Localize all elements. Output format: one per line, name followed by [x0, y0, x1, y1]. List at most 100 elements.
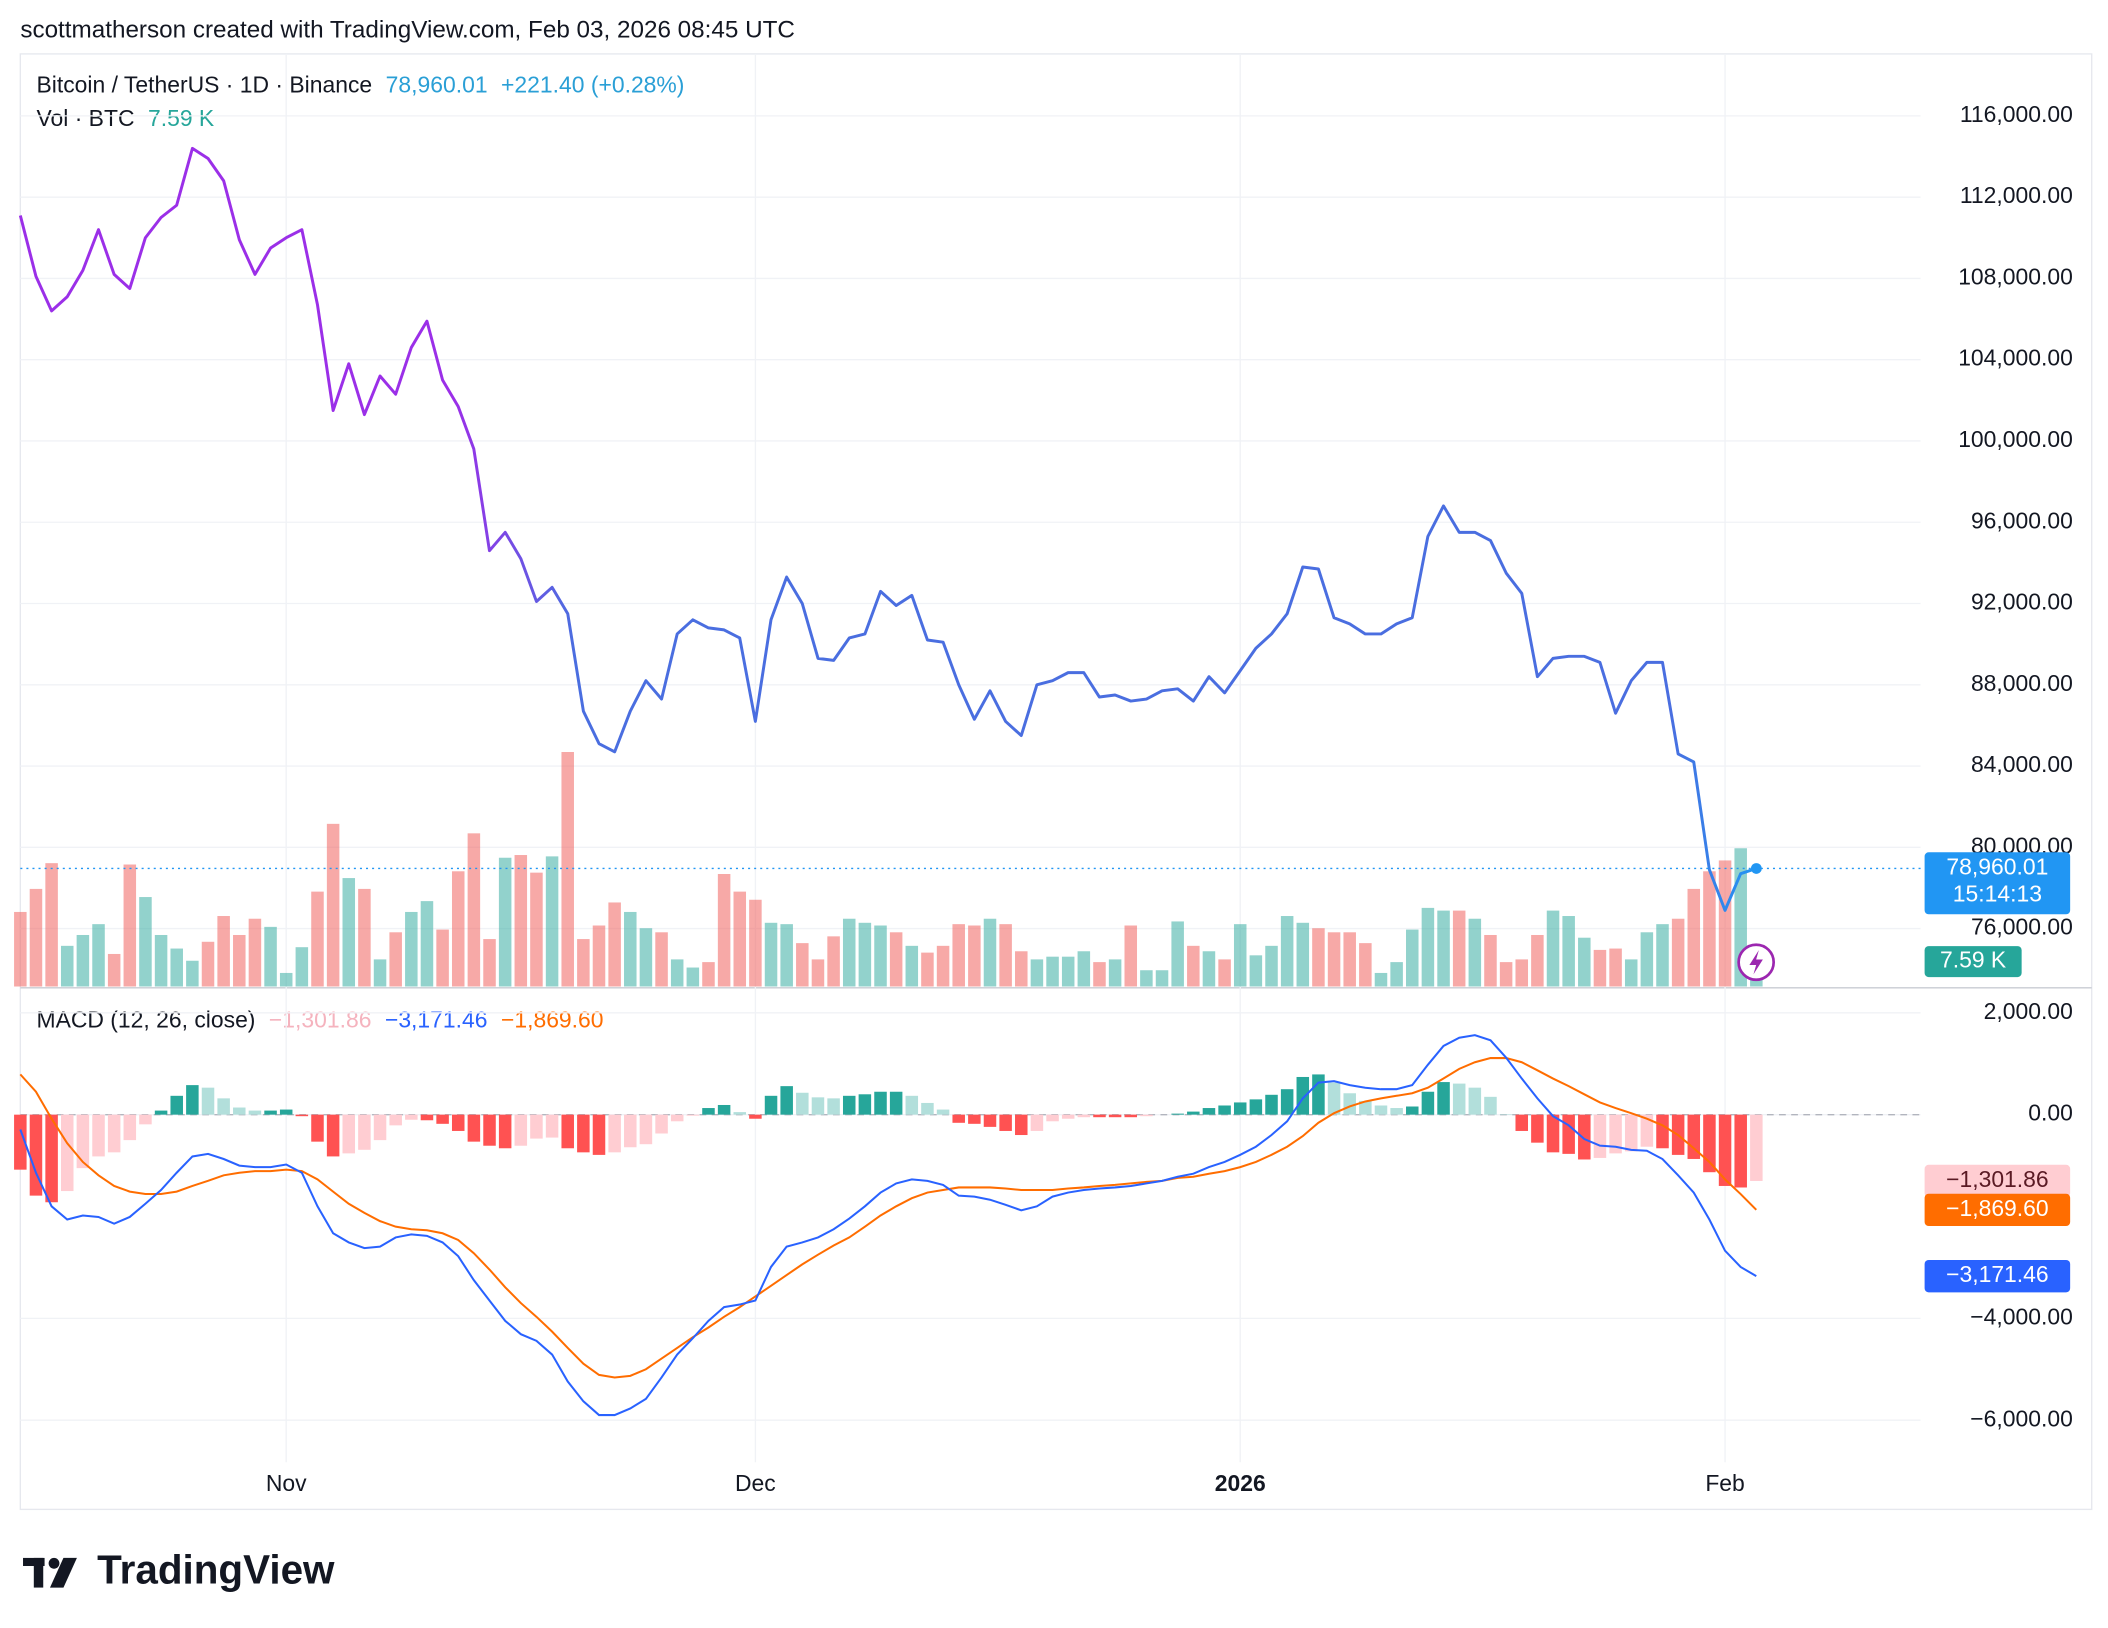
- volume-bar: [1061, 956, 1075, 987]
- volume-bar: [123, 864, 137, 987]
- macd-histogram-bar: [811, 1097, 825, 1115]
- macd-histogram-bar: [514, 1114, 528, 1146]
- frame: [19, 53, 2093, 1511]
- macd-histogram-bar: [186, 1085, 199, 1115]
- volume-bar: [1437, 910, 1450, 987]
- macd-histogram-bar: [342, 1114, 356, 1154]
- macd-histogram-bar: [358, 1114, 371, 1150]
- alert-icon: [1737, 943, 1776, 982]
- volume-bar: [1656, 924, 1669, 987]
- x-tick-label: Feb: [1705, 1470, 1744, 1496]
- y-tick-label: 100,000.00: [1958, 426, 2073, 452]
- macd-histogram-bar: [1593, 1114, 1607, 1158]
- volume-bar: [796, 943, 809, 987]
- macd-histogram-bar: [1093, 1114, 1106, 1118]
- alert-bolt: [1749, 950, 1763, 975]
- volume-bar: [1515, 959, 1529, 987]
- macd-histogram-bar: [1249, 1099, 1263, 1115]
- macd-histogram-bar: [405, 1114, 418, 1120]
- volume-bar: [577, 939, 590, 987]
- volume-bar: [264, 926, 277, 987]
- macd-histogram-bar: [749, 1114, 762, 1119]
- volume-bar: [686, 967, 700, 987]
- volume-bar: [1546, 910, 1560, 987]
- y-tick-label: 108,000.00: [1958, 263, 2073, 289]
- macd-histogram-bar: [1734, 1114, 1747, 1188]
- volume-last-label: 7.59 K: [1940, 947, 2007, 973]
- logo-bar: [23, 1557, 45, 1567]
- volume-bar: [1640, 932, 1654, 987]
- x-tick-label: Nov: [266, 1470, 307, 1496]
- macd-histogram-bar: [1343, 1093, 1356, 1115]
- volume-bar: [467, 833, 481, 987]
- volume-bar: [326, 823, 340, 987]
- macd-histogram-bar: [1640, 1114, 1654, 1147]
- brand: TradingView: [97, 1546, 335, 1592]
- volume-bar: [14, 911, 27, 987]
- macd-histogram-bar: [1202, 1108, 1216, 1115]
- macd-histogram-bar: [1499, 1114, 1513, 1115]
- volume-bar: [1703, 871, 1716, 987]
- macd-box: [1924, 1259, 2071, 1293]
- volume-bar: [1562, 916, 1575, 987]
- macd-histogram-bar: [780, 1086, 793, 1115]
- volume-bar: [780, 924, 793, 987]
- countdown-label: 15:14:13: [1953, 880, 2042, 906]
- macd-histogram-bar: [1437, 1082, 1450, 1115]
- volume-bar: [639, 928, 653, 987]
- macd-histogram-bar: [1421, 1091, 1435, 1115]
- volume-bar: [1265, 945, 1278, 987]
- macd-histogram-bar: [1296, 1076, 1310, 1115]
- volume-bar: [154, 934, 168, 987]
- macd-histogram-bar: [1280, 1089, 1294, 1115]
- macd-histogram-bar: [1515, 1114, 1529, 1131]
- volume-bar: [201, 941, 215, 987]
- last-price-box: [1924, 852, 2071, 915]
- volume-bar: [1374, 972, 1388, 987]
- macd-histogram-bar: [936, 1109, 950, 1115]
- volume-bar: [858, 922, 872, 987]
- volume-bar: [311, 891, 324, 987]
- y-tick-label: 116,000.00: [1960, 101, 2073, 127]
- volume-bar: [702, 962, 715, 987]
- volume-bar: [1296, 922, 1310, 987]
- volume-bar: [217, 916, 230, 987]
- macd-histogram-bar: [827, 1098, 840, 1115]
- volume-bar: [45, 863, 58, 987]
- macd-histogram-bar: [577, 1114, 590, 1153]
- volume-bar: [1280, 916, 1294, 987]
- y-tick-label: 112,000.00: [1960, 182, 2073, 208]
- macd-histogram-bar: [107, 1114, 121, 1153]
- macd-histogram-bar: [889, 1091, 903, 1115]
- volume-bar: [1390, 962, 1403, 987]
- attribution: scottmatherson created with TradingView.…: [20, 16, 795, 43]
- y-tick-label: 84,000.00: [1971, 751, 2073, 777]
- macd-histogram-bar: [1374, 1105, 1388, 1115]
- macd-histogram-bar: [874, 1091, 887, 1115]
- y-tick-label: 96,000.00: [1971, 507, 2073, 533]
- volume-bar: [1578, 937, 1591, 987]
- macd-histogram-bar: [154, 1110, 168, 1115]
- volume-bar: [1687, 888, 1701, 987]
- macd-histogram-bar: [45, 1114, 58, 1203]
- volume-bar: [1624, 959, 1638, 987]
- volume-bar: [1140, 970, 1153, 987]
- volume-bar: [983, 918, 997, 987]
- macd-histogram-bar: [326, 1114, 340, 1157]
- y-tick-label: 92,000.00: [1971, 589, 2073, 615]
- macd-legend-macd: −3,171.46: [385, 1007, 488, 1033]
- macd-histogram-bar: [76, 1114, 90, 1169]
- macd-histogram-bar: [733, 1112, 747, 1115]
- volume-bar: [1343, 932, 1356, 987]
- macd-histogram-bar: [451, 1114, 465, 1131]
- macd-histogram-bar: [1327, 1082, 1341, 1115]
- volume-bar: [921, 952, 934, 987]
- macd-histogram-bar: [1171, 1113, 1184, 1115]
- macd-histogram-bar: [92, 1114, 105, 1157]
- volume-bar: [1233, 924, 1247, 987]
- volume-bar: [1093, 962, 1106, 987]
- macd-histogram-bar: [389, 1114, 402, 1126]
- volume-bar: [905, 945, 919, 987]
